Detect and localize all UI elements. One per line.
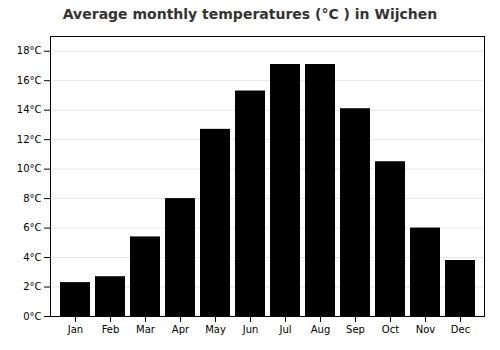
svg-text:14°C: 14°C	[17, 104, 42, 115]
svg-text:16°C: 16°C	[17, 75, 42, 86]
svg-text:Nov: Nov	[416, 324, 436, 335]
svg-text:Aug: Aug	[311, 324, 331, 335]
svg-text:Feb: Feb	[102, 324, 120, 335]
svg-text:6°C: 6°C	[23, 222, 41, 233]
svg-text:Jun: Jun	[242, 324, 259, 335]
svg-text:Apr: Apr	[172, 324, 190, 335]
html-text:Average monthly temperatures (: Average monthly temperatures (°C ) in Wi…	[62, 6, 438, 22]
svg-text:Dec: Dec	[451, 324, 470, 335]
svg-text:Jul: Jul	[278, 324, 291, 335]
svg-text:Sep: Sep	[346, 324, 365, 335]
svg-text:8°C: 8°C	[23, 193, 41, 204]
svg-text:2°C: 2°C	[23, 281, 41, 292]
svg-text:10°C: 10°C	[17, 163, 42, 174]
svg-text:Oct: Oct	[382, 324, 399, 335]
svg-text:Mar: Mar	[136, 324, 156, 335]
svg-text:0°C: 0°C	[23, 311, 41, 322]
svg-text:18°C: 18°C	[17, 45, 42, 56]
svg-text:4°C: 4°C	[23, 252, 41, 263]
svg-text:12°C: 12°C	[17, 134, 42, 145]
svg-text:May: May	[205, 324, 226, 335]
svg-text:Jan: Jan	[67, 324, 83, 335]
